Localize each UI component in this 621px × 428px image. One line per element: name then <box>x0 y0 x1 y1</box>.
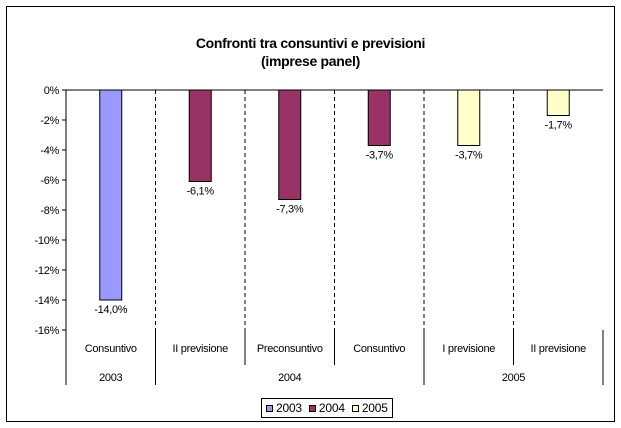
group-label: 2004 <box>278 372 301 384</box>
legend-label: 2004 <box>318 401 345 415</box>
chart-title: Confronti tra consuntivi e previsioni <box>195 35 426 51</box>
legend-swatch <box>266 404 273 412</box>
data-label: -6,1% <box>187 186 215 198</box>
bar <box>188 89 212 182</box>
bar <box>457 89 481 146</box>
legend-label: 2005 <box>361 401 388 415</box>
bar <box>367 89 391 146</box>
data-label: -3,7% <box>366 150 394 162</box>
category-label: II previsione <box>173 343 229 355</box>
legend-swatch <box>351 404 359 412</box>
data-label: -7,3% <box>276 204 304 216</box>
legend-swatch <box>308 404 316 412</box>
y-tick-label: -14% <box>35 295 60 307</box>
bar <box>99 89 123 301</box>
legend-item: 2005 <box>351 401 388 415</box>
y-tick-label: -8% <box>40 205 59 217</box>
bar <box>546 89 570 116</box>
category-label: Consuntivo <box>353 343 405 355</box>
chart-legend: 2003 2004 2005 <box>261 398 393 418</box>
data-label: -1,7% <box>545 120 573 132</box>
chart-subtitle: (imprese panel) <box>261 53 360 69</box>
y-tick-label: -16% <box>35 325 60 337</box>
group-label: 2003 <box>99 372 122 384</box>
group-label: 2005 <box>502 372 525 384</box>
category-label: Preconsuntivo <box>257 343 323 355</box>
data-label: -3,7% <box>455 150 483 162</box>
category-label: II previsione <box>531 343 587 355</box>
bar <box>278 89 302 200</box>
legend-label: 2003 <box>276 401 302 415</box>
legend-item: 2003 <box>266 401 302 415</box>
y-tick-label: -10% <box>35 235 60 247</box>
y-tick-label: -2% <box>40 115 59 127</box>
y-tick-label: -6% <box>40 175 59 187</box>
y-tick-label: -12% <box>35 265 60 277</box>
category-label: Consuntivo <box>85 343 137 355</box>
data-label: -14,0% <box>94 304 128 316</box>
category-label: I previsione <box>442 343 495 355</box>
legend-item: 2004 <box>308 401 345 415</box>
y-tick-label: -4% <box>40 145 59 157</box>
y-tick-label: 0% <box>44 85 60 97</box>
